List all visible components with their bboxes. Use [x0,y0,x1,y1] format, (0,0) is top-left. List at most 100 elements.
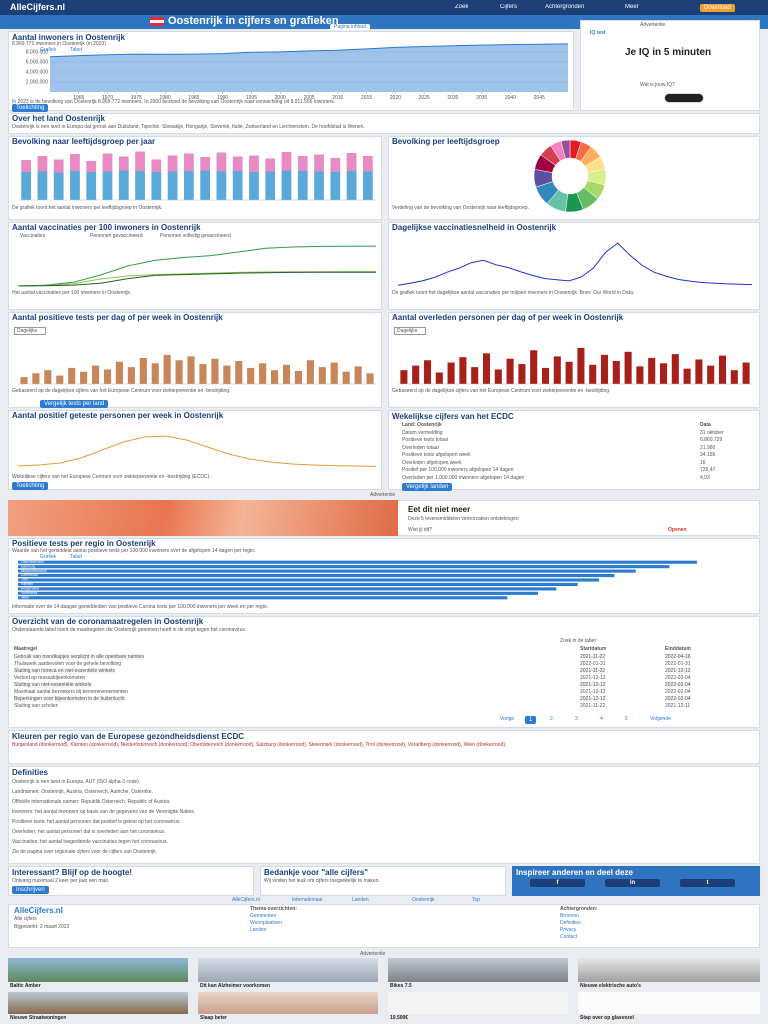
bar [18,596,508,600]
tag: Alle cijfers [14,916,37,922]
text: Wekelijkse cijfers van het Europese Cent… [12,474,211,480]
bar [354,366,362,384]
tab: Tabel [70,554,82,560]
page-title: Oostenrijk in cijfers en grafieken [168,16,339,27]
ad-arrow[interactable] [664,93,704,103]
x-tick-label: 1975 [131,95,142,101]
bar [127,367,135,384]
table-cell: Data [700,422,711,428]
share-button[interactable]: f [530,879,585,887]
bar [118,156,129,171]
logo: AlleCijfers.nl [14,906,63,915]
bar [346,153,357,171]
bar [139,357,147,384]
tab: Grafiek [40,47,57,53]
line [17,435,377,467]
bar [53,159,64,173]
ad-question: Wat is jouw IQ? [640,82,675,88]
section-title: Aantal inwoners in Oostenrijk [12,33,125,42]
table-cell: 2021-11-22 [580,654,606,660]
x-tick-label: 1965 [73,95,84,101]
share-button[interactable]: t [680,879,735,887]
x-tick-label: 2010 [332,95,343,101]
pager: Vorige [500,716,515,722]
section-title: Bevolking naar leeftijdsgroep per jaar [12,137,156,146]
nav-item: Achtergronden [545,4,585,10]
bar [86,172,97,200]
bar [151,363,159,384]
share-button[interactable]: in [605,879,660,887]
measures-panel [8,616,760,728]
ad-image [388,992,568,1014]
bar [216,171,227,200]
text: In 2023 is de bevolking van Oostenrijk 8… [12,99,336,105]
ad-image [198,992,378,1014]
legend-item: Personen volledig gevaccineerd [160,233,231,239]
button[interactable]: Vergelijk landen [402,483,453,491]
button[interactable]: Toelichting [12,482,49,490]
line [397,242,753,286]
nav-item[interactable]: Download [700,4,735,12]
pager: 2 [550,716,553,722]
footer-panel [8,904,760,948]
table-cell: 2021-12-12 [580,675,606,681]
bar [167,171,178,200]
section-title: Bevolking per leeftijdsgroep [392,137,500,146]
tab: Grafiek [40,554,57,560]
bar [118,170,129,200]
bar [318,367,326,384]
toc-button[interactable]: Pagina inhoud [330,24,370,30]
button[interactable]: Vergelijk tests per land [40,400,109,408]
bar [612,361,620,384]
definition: Inwoners: het aantal inwoners op basis v… [12,809,196,815]
table-cell: Overleden totaal [402,444,439,451]
bar [742,362,750,384]
table-cell: Thuiswerk aanbevolen voor de gehele bevo… [14,661,122,667]
bar [102,153,113,172]
bar [37,171,48,200]
pager[interactable]: 1 [525,716,537,724]
bar [400,370,408,384]
x-tick-label: 2030 [447,95,458,101]
logo: AlleCijfers.nl [10,3,66,12]
bar [346,171,357,200]
bar [167,155,178,172]
y-tick-label: 2.000.000 [26,80,48,86]
tests-panel [8,312,382,408]
x-tick-label: 1970 [102,95,113,101]
bar-label: Oberösterreich [21,560,44,564]
table-cell: 2021-12-12 [665,668,691,674]
bar [216,152,227,172]
bar [183,171,194,200]
table-cell: Land: Oostenrijk [402,422,442,428]
text: De grafiek toont het dagelijkse aantal v… [392,290,635,296]
bar-label: Wien [21,595,29,599]
bar [18,578,600,582]
bar [683,368,691,384]
colors-panel [8,730,760,764]
button[interactable]: Toelichting [12,104,49,112]
bar [471,367,479,384]
legend-item: Personen gevaccineerd [90,233,143,239]
bar [482,353,491,384]
bar [297,171,308,200]
bar [330,362,338,384]
button[interactable]: Inschrijven [12,886,49,894]
section-title: Overzicht van de coronamaatregelen in Oo… [12,617,204,626]
bar [115,361,124,384]
pager: 5 [625,716,628,722]
bar [730,370,738,384]
bar [412,365,420,384]
x-tick-label: 2045 [534,95,545,101]
table-cell: 2021-11-22 [580,668,606,674]
ad-image [8,992,188,1014]
ad-caption: Baltic Amber [10,983,41,989]
top-bar [0,0,768,15]
x-tick-label: 2035 [476,95,487,101]
ad-caption: Slaap beter [200,1015,227,1021]
bar [200,157,211,171]
bar [494,369,502,384]
bar [362,156,373,172]
table-cell: 31 oktober [700,429,724,436]
bar [600,354,609,384]
